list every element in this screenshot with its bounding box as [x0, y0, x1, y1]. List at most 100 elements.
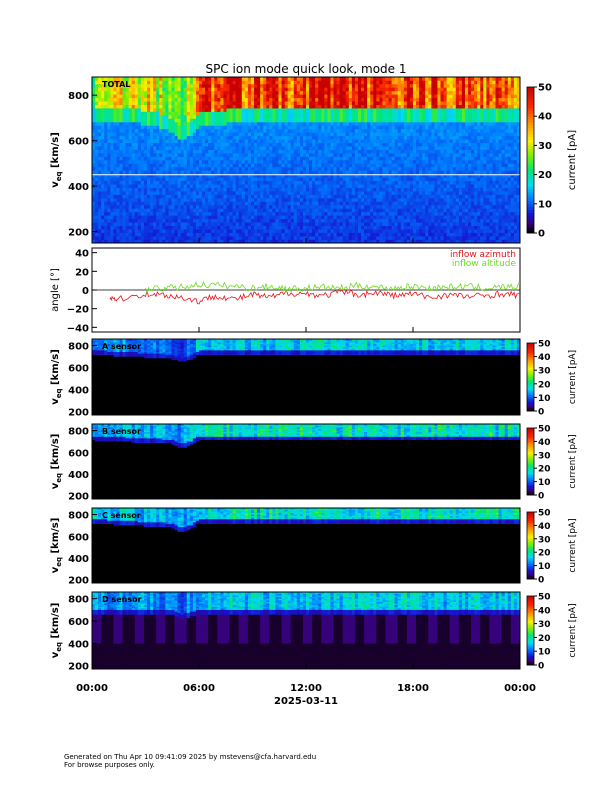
heatmap-cell [370, 101, 373, 105]
heatmap-cell [275, 212, 278, 216]
heatmap-cell [175, 181, 178, 185]
heatmap-cell [294, 125, 297, 129]
heatmap-cell [404, 177, 407, 181]
heatmap-cell [376, 229, 379, 233]
heatmap-cell [282, 115, 285, 119]
heatmap-cell [352, 170, 355, 174]
heatmap-cell [116, 150, 119, 154]
heatmap-cell [126, 98, 129, 102]
heatmap-cell [236, 77, 239, 81]
heatmap-cell [349, 191, 352, 195]
heatmap-cell [107, 229, 110, 233]
heatmap-cell [104, 208, 107, 212]
heatmap-cell [214, 77, 217, 81]
heatmap-cell [315, 119, 318, 123]
heatmap-cell [211, 80, 214, 84]
heatmap-cell [327, 163, 330, 167]
heatmap-cell [370, 163, 373, 167]
heatmap-cell [153, 143, 156, 147]
heatmap-cell [349, 163, 352, 167]
heatmap-cell [141, 219, 144, 223]
heatmap-cell [285, 125, 288, 129]
heatmap-cell [291, 157, 294, 161]
heatmap-cell [334, 181, 337, 185]
heatmap-cell [324, 129, 327, 133]
heatmap-cell [178, 195, 181, 199]
heatmap-cell [208, 112, 211, 116]
heatmap-cell [385, 105, 388, 109]
heatmap-cell [141, 222, 144, 226]
heatmap-cell [110, 122, 113, 126]
heatmap-cell [272, 150, 275, 154]
heatmap-cell [382, 108, 385, 112]
heatmap-cell [306, 77, 309, 81]
heatmap-cell [318, 208, 321, 212]
heatmap-cell [278, 139, 281, 143]
heatmap-cell [162, 233, 165, 237]
heatmap-cell [236, 236, 239, 240]
heatmap-cell [199, 191, 202, 195]
heatmap-cell [199, 184, 202, 188]
heatmap-cell [346, 112, 349, 116]
heatmap-cell [309, 226, 312, 230]
heatmap-cell [254, 177, 257, 181]
heatmap-cell [395, 205, 398, 209]
heatmap-cell [382, 94, 385, 98]
heatmap-cell [275, 219, 278, 223]
heatmap-cell [251, 195, 254, 199]
heatmap-cell [159, 236, 162, 240]
heatmap-cell [315, 191, 318, 195]
heatmap-cell [272, 205, 275, 209]
heatmap-cell [159, 129, 162, 133]
heatmap-cell [245, 150, 248, 154]
heatmap-cell [355, 119, 358, 123]
heatmap-cell [379, 119, 382, 123]
heatmap-cell [389, 195, 392, 199]
heatmap-cell [392, 84, 395, 88]
heatmap-cell [181, 84, 184, 88]
heatmap-cell [245, 115, 248, 119]
heatmap-cell [165, 98, 168, 102]
heatmap-cell [269, 136, 272, 140]
heatmap-cell [370, 181, 373, 185]
heatmap-cell [132, 84, 135, 88]
heatmap-cell [220, 129, 223, 133]
heatmap-cell [318, 188, 321, 192]
heatmap-cell [263, 195, 266, 199]
heatmap-cell [340, 202, 343, 206]
heatmap-cell [199, 205, 202, 209]
heatmap-cell [208, 146, 211, 150]
heatmap-cell [278, 77, 281, 81]
heatmap-cell [187, 177, 190, 181]
heatmap-cell [340, 80, 343, 84]
heatmap-cell [98, 229, 101, 233]
heatmap-cell [168, 191, 171, 195]
heatmap-cell [138, 191, 141, 195]
heatmap-cell [346, 80, 349, 84]
heatmap-cell [147, 222, 150, 226]
heatmap-cell [227, 184, 230, 188]
heatmap-cell [294, 202, 297, 206]
heatmap-cell [138, 115, 141, 119]
heatmap-cell [364, 115, 367, 119]
heatmap-cell [254, 84, 257, 88]
heatmap-cell [324, 205, 327, 209]
heatmap-cell [199, 195, 202, 199]
heatmap-cell [260, 181, 263, 185]
heatmap-cell [251, 208, 254, 212]
heatmap-cell [199, 115, 202, 119]
heatmap-cell [364, 205, 367, 209]
heatmap-cell [340, 215, 343, 219]
heatmap-cell [171, 212, 174, 216]
heatmap-cell [370, 91, 373, 95]
heatmap-cell [113, 146, 116, 150]
heatmap-cell [407, 226, 410, 230]
heatmap-cell [233, 205, 236, 209]
heatmap-cell [123, 150, 126, 154]
heatmap-cell [358, 101, 361, 105]
heatmap-cell [217, 170, 220, 174]
heatmap-cell [278, 143, 281, 147]
heatmap-cell [162, 105, 165, 109]
heatmap-cell [346, 219, 349, 223]
heatmap-cell [113, 98, 116, 102]
